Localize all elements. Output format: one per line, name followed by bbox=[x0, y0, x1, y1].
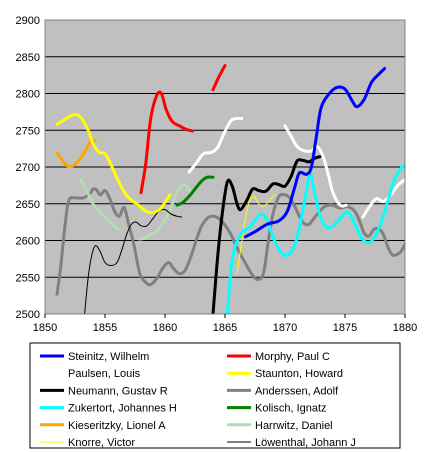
series-line-zukertort bbox=[225, 162, 405, 314]
series-line-harrwitz bbox=[79, 178, 120, 231]
y-tick-label: 2650 bbox=[16, 199, 40, 211]
x-axis: 1850 1855 1860 1865 1870 1875 1880 bbox=[33, 314, 417, 334]
series-line-steinitz bbox=[243, 67, 387, 239]
legend: Steinitz, Wilhelm Morphy, Paul C Paulsen, … bbox=[29, 342, 401, 449]
y-tick-label: 2550 bbox=[16, 272, 40, 284]
series-line-harrwitz bbox=[137, 183, 192, 241]
legend-label: Zukertort, Johannes H bbox=[68, 403, 177, 415]
y-tick-label: 2500 bbox=[16, 309, 40, 321]
series-line-morphy bbox=[211, 64, 227, 92]
legend-label: Staunton, Howard bbox=[255, 368, 343, 380]
series-line-morphy bbox=[139, 90, 195, 195]
x-tick-label: 1860 bbox=[153, 322, 177, 334]
y-tick-label: 2800 bbox=[16, 89, 40, 101]
x-tick-label: 1870 bbox=[273, 322, 297, 334]
legend-label: Paulsen, Louis bbox=[68, 368, 141, 380]
legend-label: Kolisch, Ignatz bbox=[255, 403, 327, 415]
x-tick-label: 1880 bbox=[393, 322, 417, 334]
series-line-neumann bbox=[211, 155, 322, 314]
legend-label: Anderssen, Adolf bbox=[255, 385, 339, 397]
series-layer bbox=[55, 64, 405, 314]
series-line-l-wenthal bbox=[84, 208, 183, 314]
series-line-kieseritzky bbox=[55, 138, 97, 168]
legend-label: Löwenthal, Johann J bbox=[255, 437, 356, 449]
series-line-knorre bbox=[236, 193, 276, 275]
y-axis: 2500 2550 2600 2650 2700 2750 2800 2850 2900 bbox=[16, 15, 40, 321]
series-line-staunton bbox=[55, 113, 172, 215]
series-line-kolisch bbox=[175, 175, 215, 207]
legend-label: Neumann, Gustav R bbox=[68, 385, 168, 397]
series-line-anderssen bbox=[55, 187, 405, 296]
legend-label: Harrwitz, Daniel bbox=[255, 420, 333, 432]
x-tick-label: 1865 bbox=[213, 322, 237, 334]
legend-label: Steinitz, Wilhelm bbox=[68, 351, 149, 363]
legend-label: Knorre, Victor bbox=[68, 437, 135, 449]
y-tick-label: 2900 bbox=[16, 15, 40, 27]
x-tick-label: 1850 bbox=[33, 322, 57, 334]
legend-box bbox=[29, 342, 401, 449]
y-tick-label: 2750 bbox=[16, 125, 40, 137]
series-line-paulsen bbox=[361, 178, 405, 219]
y-tick-label: 2700 bbox=[16, 162, 40, 174]
x-tick-label: 1855 bbox=[93, 322, 117, 334]
y-tick-label: 2850 bbox=[16, 52, 40, 64]
series-line-paulsen bbox=[187, 116, 244, 174]
legend-label: Kieseritzky, Lionel A bbox=[68, 420, 166, 432]
series-line-paulsen bbox=[283, 124, 348, 208]
legend-label: Morphy, Paul C bbox=[255, 351, 330, 363]
y-tick-label: 2600 bbox=[16, 236, 40, 248]
x-tick-label: 1875 bbox=[333, 322, 357, 334]
